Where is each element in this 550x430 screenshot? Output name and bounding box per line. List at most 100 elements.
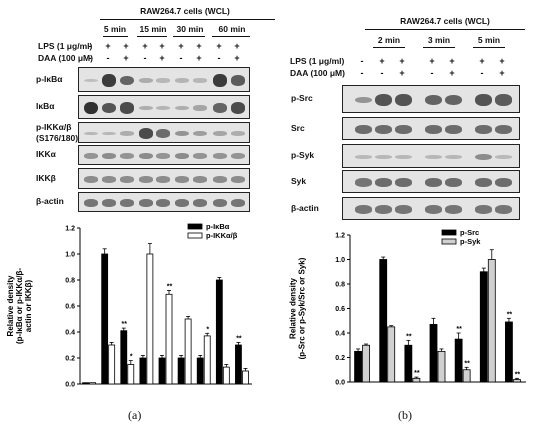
blot-band xyxy=(193,199,207,207)
treatment-sign: + xyxy=(449,68,455,78)
bar xyxy=(215,279,223,385)
significance-mark: * xyxy=(130,354,133,361)
blot-band xyxy=(84,78,98,83)
y-axis-label-line: Relative density xyxy=(289,277,298,338)
blot-band xyxy=(139,78,153,83)
bar xyxy=(184,318,192,385)
legend-swatch xyxy=(441,238,457,245)
bar xyxy=(177,357,185,385)
y-tick-label: 0.0 xyxy=(335,380,345,387)
blot-image xyxy=(78,168,250,189)
y-axis-label: Relative density(p-Src or p-Syk/Src or S… xyxy=(289,257,307,359)
blot-label: IKKα xyxy=(36,149,56,159)
blot-image xyxy=(342,85,520,113)
blot-band xyxy=(120,153,134,159)
bar xyxy=(222,366,230,385)
bar xyxy=(89,382,96,385)
blot-band xyxy=(374,178,392,187)
treatment-sign: + xyxy=(216,41,222,51)
group-underline xyxy=(137,36,167,37)
blot-band xyxy=(175,152,189,160)
panel-a-header: RAW264.7 cells (WCL) xyxy=(140,6,230,16)
blot-band xyxy=(374,94,392,106)
significance-mark: * xyxy=(206,326,209,333)
blot-band xyxy=(102,176,116,183)
blot-band xyxy=(139,176,153,183)
blot-band xyxy=(444,94,462,106)
bar xyxy=(146,253,154,385)
blot-band xyxy=(120,131,134,136)
group-underline xyxy=(103,36,128,37)
blot-band xyxy=(394,94,412,106)
panel-b-header: RAW264.7 cells (WCL) xyxy=(400,16,490,26)
blot-label: p-IKKα/β (S176/180) xyxy=(36,122,79,143)
blot-band xyxy=(231,199,245,207)
treatment-sign: + xyxy=(234,41,240,51)
blot-band xyxy=(84,199,98,207)
blot-image xyxy=(78,67,250,92)
y-tick-label: 0.4 xyxy=(335,331,345,338)
bar xyxy=(242,370,249,385)
treatment-sign: + xyxy=(499,56,505,66)
blot-band xyxy=(175,78,189,83)
blot-band xyxy=(474,205,492,214)
significance-mark: ** xyxy=(236,335,242,342)
legend-swatch xyxy=(187,232,203,239)
y-tick-label: 0.8 xyxy=(65,278,75,285)
bar xyxy=(127,364,135,385)
bar xyxy=(487,259,496,383)
group-underline xyxy=(423,47,455,48)
blot-band xyxy=(102,102,116,114)
blot-label: β-actin xyxy=(291,202,319,213)
blot-band xyxy=(474,125,492,134)
treatment-sign: + xyxy=(399,56,405,66)
blot-band xyxy=(102,152,116,160)
bar xyxy=(387,326,396,383)
bar xyxy=(454,338,463,383)
treatment-sign: - xyxy=(430,68,434,78)
blot-band xyxy=(139,128,153,139)
blot-band xyxy=(213,74,227,87)
blot-band xyxy=(374,205,392,214)
blot-band xyxy=(474,178,492,187)
bar xyxy=(82,382,89,385)
header-underline xyxy=(365,29,525,30)
blot-band xyxy=(354,205,372,214)
treatment-sign: + xyxy=(196,53,202,63)
blot-band xyxy=(394,205,412,214)
blot-band xyxy=(156,78,170,83)
treatment-sign: + xyxy=(379,56,385,66)
y-tick-label: 1.2 xyxy=(335,233,345,240)
blot-band xyxy=(494,205,512,214)
blot-band xyxy=(374,154,392,160)
blot-label: IκBα xyxy=(36,101,55,111)
blot-band xyxy=(231,75,245,86)
treatment-sign: + xyxy=(142,41,148,51)
bar xyxy=(479,271,488,383)
significance-mark: ** xyxy=(167,283,173,290)
treatment-sign: + xyxy=(159,53,165,63)
blot-band xyxy=(120,75,134,86)
group-underline xyxy=(173,36,205,37)
treatment-sign: + xyxy=(399,68,405,78)
time-group-label: 15 min xyxy=(139,24,167,34)
blot-band xyxy=(231,153,245,159)
blot-band xyxy=(231,176,245,183)
blot-band xyxy=(231,102,245,114)
bar xyxy=(437,350,446,383)
blot-band xyxy=(213,153,227,159)
blot-band xyxy=(139,105,153,111)
blot-label: p-Src xyxy=(291,93,313,103)
bar xyxy=(404,344,413,383)
blot-band xyxy=(156,176,170,183)
blot-band xyxy=(102,131,116,136)
blot-label: Src xyxy=(291,122,305,133)
blot-band xyxy=(84,101,98,115)
blot-label: p-Syk xyxy=(291,150,315,160)
blot-image xyxy=(78,192,250,212)
significance-mark: ** xyxy=(414,370,420,377)
blot-band xyxy=(213,103,227,113)
time-group-label: 2 min xyxy=(377,35,401,45)
blot-band xyxy=(175,176,189,183)
treatment-sign: - xyxy=(179,53,183,63)
